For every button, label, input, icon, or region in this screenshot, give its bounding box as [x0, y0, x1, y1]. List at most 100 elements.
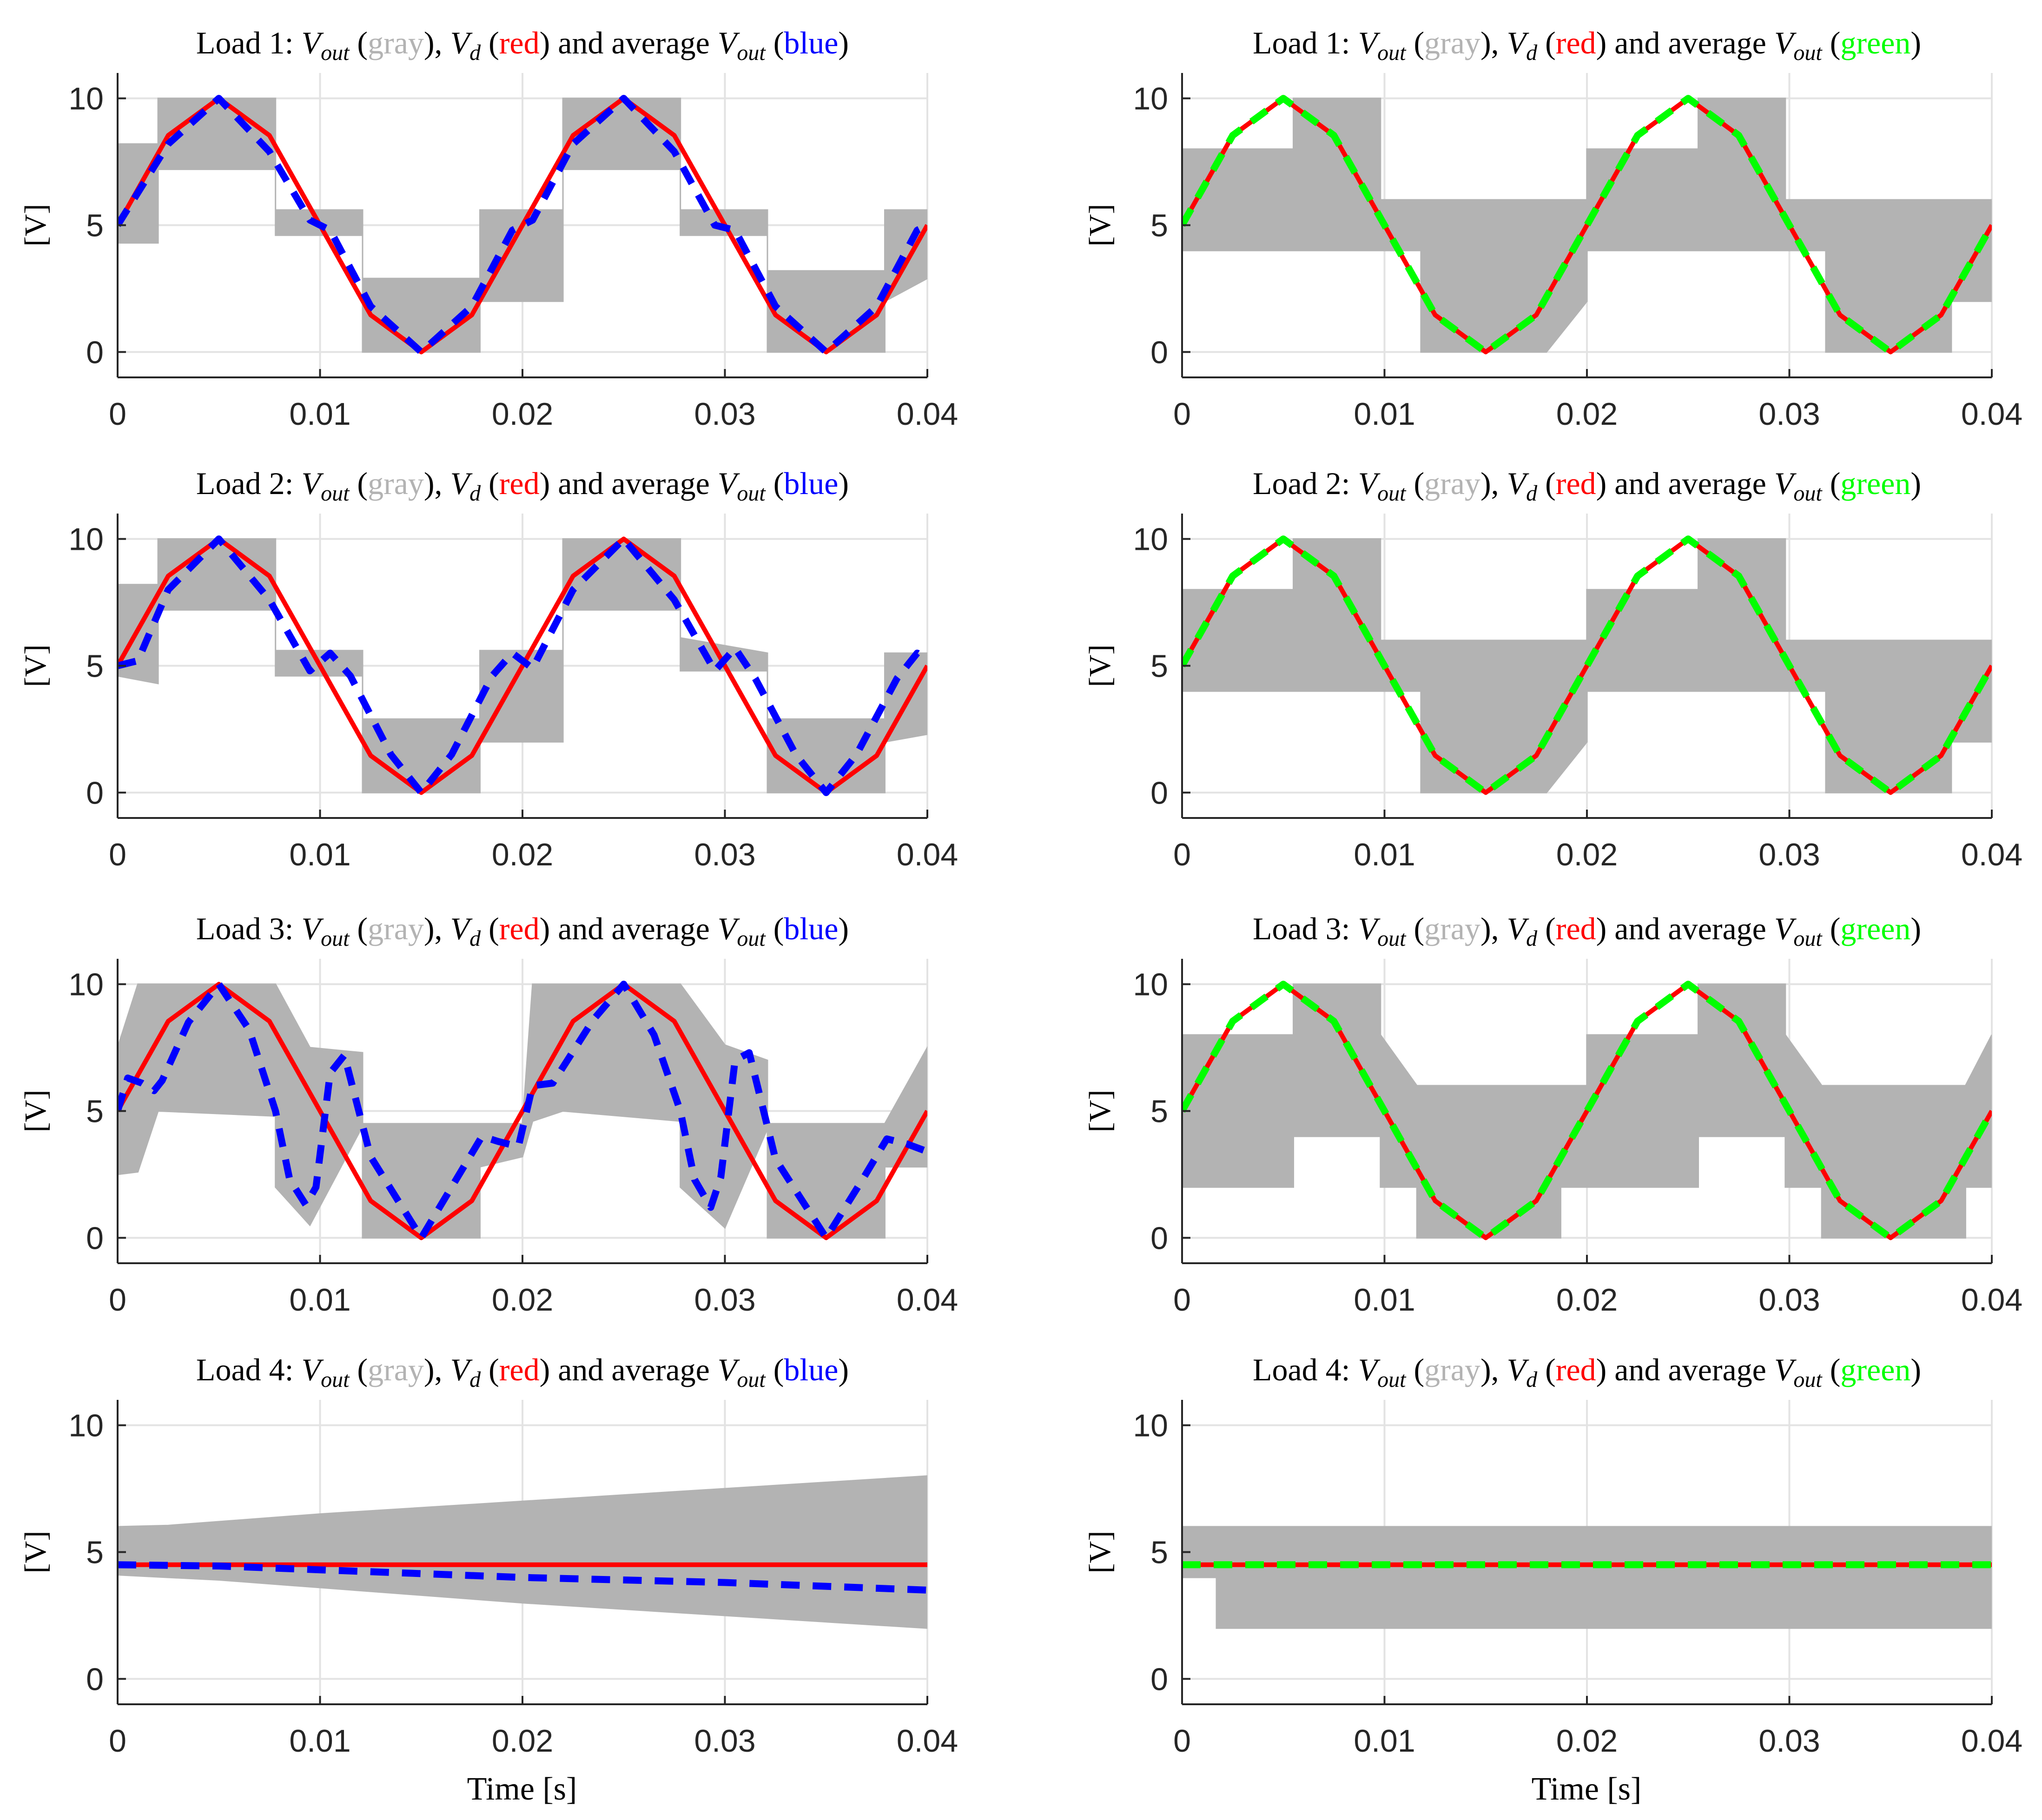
title-part: green	[1840, 25, 1910, 60]
title-part: ) and average	[1596, 25, 1774, 60]
title-part: )	[838, 911, 849, 946]
title-part: d	[1526, 481, 1538, 506]
title-part: V	[1774, 1352, 1797, 1387]
title-part: V	[302, 911, 324, 946]
title-part: green	[1840, 1352, 1910, 1387]
y-tick-label: 0	[86, 1220, 104, 1256]
title-part: (	[766, 25, 784, 60]
x-tick-label: 0.04	[897, 1723, 958, 1759]
title-part: ) and average	[540, 466, 718, 501]
title-part: (	[349, 911, 368, 946]
x-tick-label: 0.04	[1961, 1723, 2022, 1759]
subplot-title: Load 4: Vout (gray), Vd (red) and averag…	[1253, 1352, 1921, 1392]
plot-series-group	[118, 981, 927, 1241]
x-tick-label: 0.04	[897, 837, 958, 872]
title-part: (	[1537, 466, 1556, 501]
y-tick-label: 10	[1133, 81, 1168, 117]
y-axis-label: [V]	[1083, 1090, 1117, 1133]
title-part: gray	[368, 466, 424, 501]
vout-band	[1182, 1526, 1992, 1629]
title-part: V	[302, 1352, 324, 1387]
y-axis-label: [V]	[1083, 204, 1117, 247]
title-part: (	[1537, 911, 1556, 946]
x-tick-label: 0.01	[1354, 837, 1415, 872]
title-part: blue	[784, 911, 838, 946]
title-part: out	[1377, 481, 1407, 506]
subplot-title: Load 3: Vout (gray), Vd (red) and averag…	[196, 911, 849, 951]
y-tick-label: 0	[86, 775, 104, 811]
title-part: out	[1793, 926, 1823, 951]
plot-series-group	[118, 1475, 927, 1629]
x-tick-label: 0	[1173, 1282, 1191, 1318]
y-tick-label: 0	[1150, 1220, 1168, 1256]
title-part: d	[1526, 40, 1538, 65]
title-part: gray	[1424, 466, 1480, 501]
title-part: V	[450, 911, 473, 946]
y-tick-label: 5	[86, 1094, 104, 1129]
title-part: V	[450, 25, 473, 60]
title-part: gray	[368, 1352, 424, 1387]
plot-series-group	[1182, 95, 1992, 356]
title-part: (	[481, 25, 499, 60]
title-part: )	[1910, 911, 1921, 946]
title-part: ) and average	[540, 911, 718, 946]
title-part: Load 4:	[196, 1352, 302, 1387]
title-part: (	[1822, 1352, 1841, 1387]
title-part: gray	[1424, 25, 1480, 60]
y-tick-label: 5	[1150, 649, 1168, 684]
x-tick-label: 0.02	[1556, 1282, 1618, 1318]
title-part: out	[737, 40, 766, 65]
title-part: Load 3:	[196, 911, 302, 946]
y-tick-label: 10	[1133, 1408, 1168, 1444]
x-tick-label: 0.02	[1556, 837, 1618, 872]
vd-line	[118, 536, 927, 795]
right-xlabel: Time [s]	[1532, 1771, 1642, 1807]
y-tick-label: 5	[86, 649, 104, 684]
title-part: d	[1526, 1367, 1538, 1392]
title-part: (	[1822, 911, 1841, 946]
title-part: V	[1774, 466, 1797, 501]
vd-line	[118, 982, 927, 1240]
avg-vout-line	[118, 1561, 927, 1594]
title-part: out	[737, 1367, 766, 1392]
title-part: out	[321, 926, 350, 951]
title-part: d	[469, 481, 481, 506]
title-part: out	[1377, 926, 1407, 951]
title-part: V	[302, 25, 324, 60]
subplot-title: Load 4: Vout (gray), Vd (red) and averag…	[196, 1352, 849, 1392]
title-part: Load 2:	[196, 466, 302, 501]
title-part: ),	[424, 911, 450, 946]
x-tick-label: 0.02	[492, 396, 553, 432]
y-tick-label: 0	[86, 335, 104, 370]
title-part: gray	[368, 911, 424, 946]
title-part: (	[1406, 466, 1424, 501]
title-part: out	[737, 481, 766, 506]
title-part: V	[302, 466, 324, 501]
x-tick-label: 0.01	[1354, 396, 1415, 432]
y-axis-label: [V]	[1083, 1531, 1117, 1574]
title-part: ),	[424, 1352, 450, 1387]
title-part: ),	[1480, 1352, 1507, 1387]
x-tick-label: 0.02	[492, 1282, 553, 1318]
title-part: V	[718, 25, 740, 60]
x-tick-label: 0.01	[289, 837, 350, 872]
title-part: V	[1358, 911, 1381, 946]
y-tick-label: 5	[1150, 1535, 1168, 1570]
title-part: (	[766, 1352, 784, 1387]
title-part: d	[469, 40, 481, 65]
title-part: d	[469, 1367, 481, 1392]
title-part: V	[1774, 911, 1797, 946]
x-tick-label: 0	[109, 396, 126, 432]
x-tick-label: 0.02	[492, 837, 553, 872]
y-tick-label: 5	[86, 208, 104, 244]
title-part: V	[1358, 1352, 1381, 1387]
plot-series-group	[1182, 981, 1992, 1241]
x-tick-label: 0	[109, 1723, 126, 1759]
x-tick-label: 0.01	[1354, 1723, 1415, 1759]
y-axis-label: [V]	[1083, 645, 1117, 687]
y-tick-label: 0	[86, 1662, 104, 1697]
